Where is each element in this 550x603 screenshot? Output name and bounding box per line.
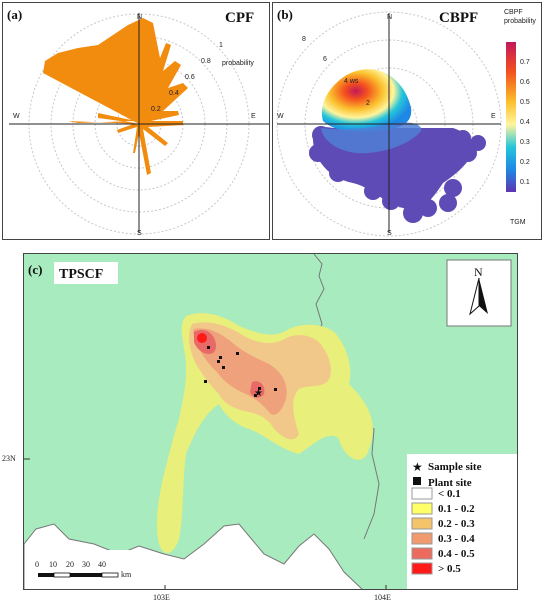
cbpf-ring-label-4: 8 — [302, 36, 306, 43]
cpf-panel: N E S W 0.2 0.4 0.6 0.8 1 probability (a… — [2, 2, 270, 240]
map-legend: ★ Sample site Plant site < 0.1 0.1 - 0.2 0… — [407, 454, 517, 589]
cpf-west-label: W — [13, 113, 20, 120]
cpf-ring-label-2: 0.4 — [169, 90, 179, 97]
legend-class-label: 0.4 - 0.5 — [438, 548, 475, 560]
scale-tick-20: 20 — [66, 560, 74, 569]
cpf-east-label: E — [251, 113, 256, 120]
north-arrow-icon: N — [446, 259, 512, 327]
legend-class-label: 0.3 - 0.4 — [438, 533, 475, 545]
legend-swatch — [411, 487, 433, 500]
scale-bar: 0 10 20 30 40 km — [30, 550, 140, 586]
tpscf-map: ★ TPSCF (c) N ★ Sample site Plant site <… — [24, 254, 517, 589]
cbpf-polar-plot: N E S W 2 4 ws 6 8 (b) CBPF — [276, 7, 502, 237]
legend-plant-site: Plant site — [428, 477, 472, 489]
cpf-title: CPF — [225, 10, 254, 26]
scale-tick-0: 0 — [35, 560, 39, 569]
scale-tick-40: 40 — [98, 560, 106, 569]
cbpf-colorbar-tick-2: 0.6 — [520, 79, 530, 86]
tpscf-title-box — [54, 262, 118, 284]
cbpf-colorbar-tick-1: 0.7 — [520, 59, 530, 66]
legend-swatch — [411, 502, 433, 515]
legend-swatch — [411, 532, 433, 545]
cbpf-panel: N E S W 2 4 ws 6 8 (b) CBPF — [272, 2, 542, 240]
cbpf-ring-label-2: 4 ws — [344, 78, 359, 85]
cbpf-ring-label-1: 2 — [366, 100, 370, 107]
tpscf-title: TPSCF — [59, 267, 103, 282]
cbpf-east-label: E — [491, 113, 496, 120]
cbpf-colorbar-tick-5: 0.3 — [520, 139, 530, 146]
cpf-ring-label-5: 1 — [219, 42, 223, 49]
cbpf-title: CBPF — [439, 10, 478, 26]
cbpf-colorbar-bottom-label: TGM — [510, 219, 526, 226]
cbpf-colorbar-gradient — [506, 42, 516, 192]
tpscf-panel-label: (c) — [28, 262, 42, 277]
cbpf-colorbar-tick-6: 0.2 — [520, 159, 530, 166]
tpscf-map-panel: ★ TPSCF (c) N ★ Sample site Plant site <… — [23, 253, 518, 590]
cpf-south-label: S — [137, 230, 142, 237]
cbpf-colorbar: CBPF probability 0.7 0.6 0.5 0.4 0.3 0.2… — [504, 9, 536, 226]
cbpf-colorbar-tick-7: 0.1 — [520, 179, 530, 186]
contour-0.4-0.5-second — [250, 381, 265, 398]
lon-label-103: 103E — [153, 593, 170, 602]
cpf-ring-label-3: 0.6 — [185, 74, 195, 81]
cpf-north-label: N — [137, 14, 142, 21]
cbpf-ring-label-3: 6 — [323, 56, 327, 63]
lon-label-104: 104E — [374, 593, 391, 602]
scale-tick-30: 30 — [82, 560, 90, 569]
cpf-ring-label-1: 0.2 — [151, 106, 161, 113]
cbpf-west-label: W — [277, 113, 284, 120]
cpf-panel-label: (a) — [7, 7, 22, 22]
sample-site-marker: ★ — [254, 388, 263, 399]
legend-sample-site: Sample site — [428, 461, 482, 473]
legend-swatch — [411, 562, 433, 575]
scale-tick-10: 10 — [49, 560, 57, 569]
legend-class-label: 0.2 - 0.3 — [438, 518, 475, 530]
square-icon — [413, 477, 421, 485]
north-arrow-label: N — [474, 265, 483, 279]
cpf-probability-shape — [43, 18, 188, 175]
legend-swatch — [411, 517, 433, 530]
cbpf-colorbar-title-1: CBPF — [504, 9, 523, 16]
legend-swatch — [411, 547, 433, 560]
plant-sites — [204, 346, 277, 397]
cbpf-colorbar-tick-4: 0.4 — [520, 119, 530, 126]
cbpf-blue-band — [321, 122, 422, 154]
star-icon: ★ — [412, 460, 423, 474]
contour-above-0.5 — [197, 333, 207, 343]
legend-class-label: > 0.5 — [438, 563, 461, 575]
cbpf-north-label: N — [387, 14, 392, 21]
cpf-ring-label-4: 0.8 — [201, 58, 211, 65]
cpf-polar-plot: N E S W 0.2 0.4 0.6 0.8 1 probability (a… — [7, 7, 269, 237]
cbpf-panel-label: (b) — [277, 7, 293, 22]
legend-class-label: 0.1 - 0.2 — [438, 503, 475, 515]
scale-unit: km — [121, 570, 132, 579]
cbpf-south-label: S — [387, 230, 392, 237]
lat-label: 23N — [2, 454, 16, 463]
cbpf-colorbar-tick-3: 0.5 — [520, 99, 530, 106]
legend-class-label: < 0.1 — [438, 488, 461, 500]
cbpf-colorbar-title-2: probability — [504, 18, 536, 25]
cpf-radial-label: probability — [222, 60, 254, 67]
